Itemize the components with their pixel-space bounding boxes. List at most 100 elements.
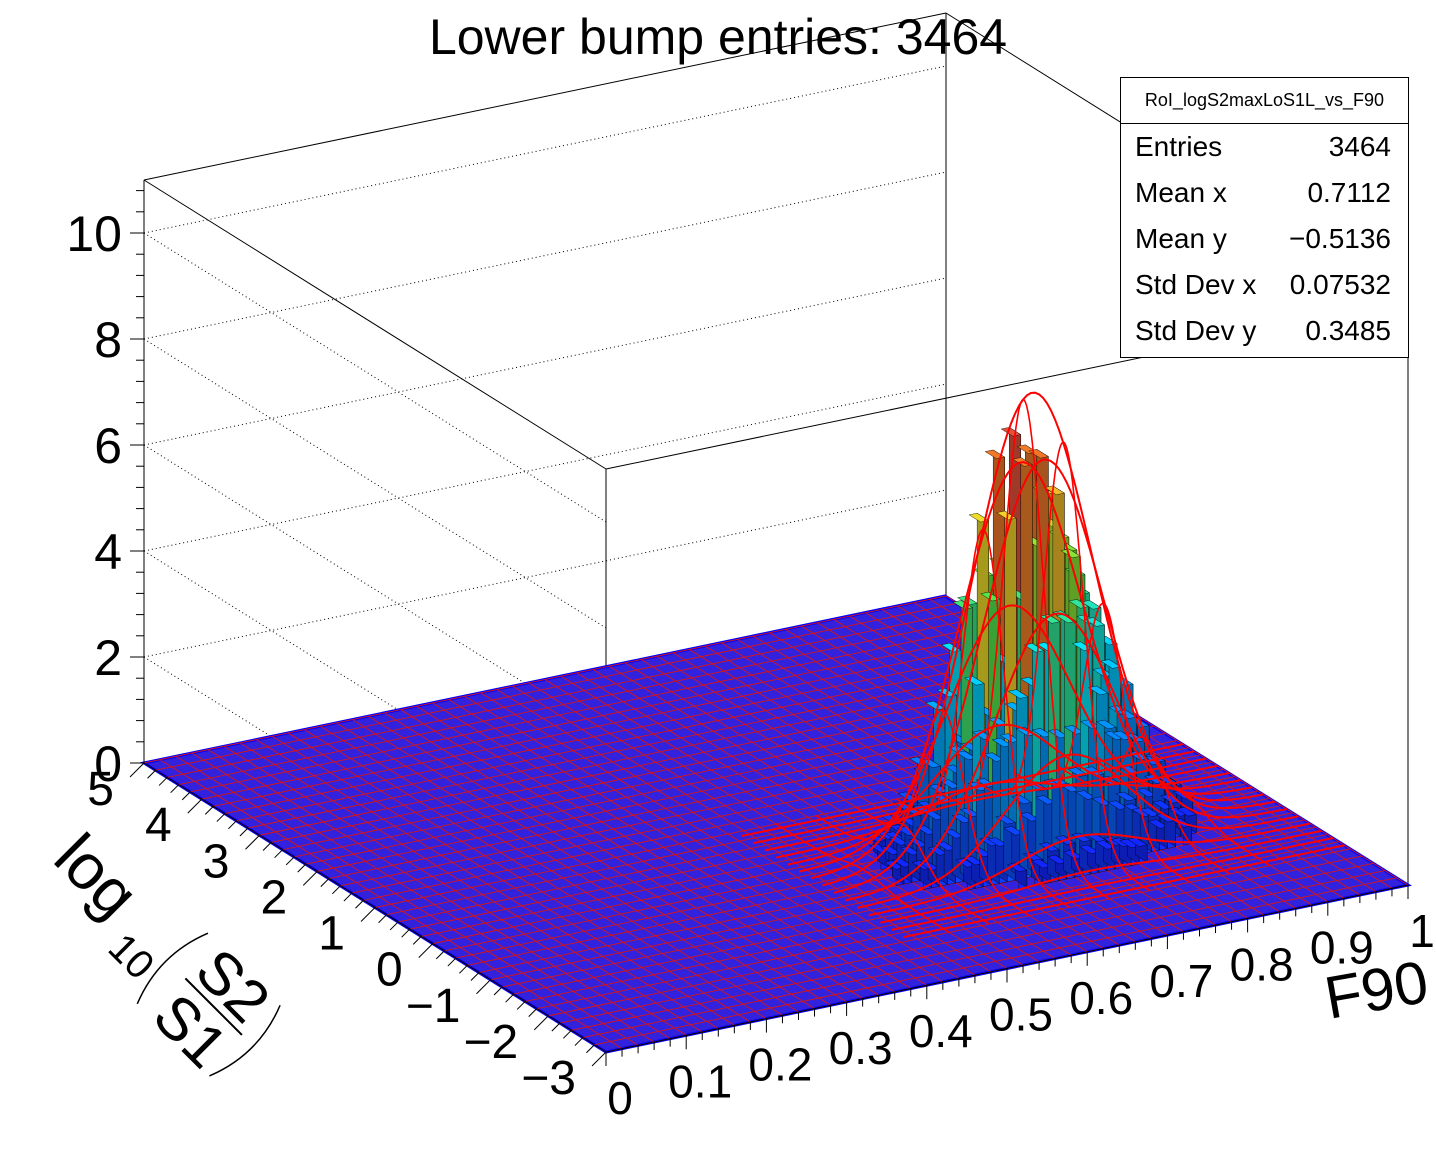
y-tick xyxy=(447,957,457,967)
floor-grid-line xyxy=(594,877,1397,1046)
y-tick xyxy=(389,921,399,931)
stats-value: 0.07532 xyxy=(1289,269,1391,300)
y-tick xyxy=(239,827,249,837)
stats-row: Mean x 0.7112 xyxy=(1121,170,1408,216)
stats-row: Entries 3464 xyxy=(1121,124,1408,170)
fit-curve xyxy=(810,461,1253,880)
y-tick-label: 5 xyxy=(87,763,114,816)
fit-curve xyxy=(775,823,950,934)
floor-grid-line xyxy=(224,646,1027,815)
floor-grid-line xyxy=(571,862,1374,1031)
fit-curve xyxy=(764,757,1207,852)
z-grid-line xyxy=(143,338,607,629)
histogram-bar-top xyxy=(1100,659,1122,669)
z-tick-label: 4 xyxy=(94,524,122,580)
floor-grid-line xyxy=(190,624,993,793)
x-tick-label: 0.4 xyxy=(909,1005,973,1057)
z-grid-line xyxy=(143,444,607,735)
y-tick xyxy=(574,1037,584,1046)
z-tick-label: 6 xyxy=(94,418,122,474)
y-tick xyxy=(435,950,445,960)
y-tick xyxy=(470,972,480,981)
stats-row: Mean y −0.5136 xyxy=(1121,216,1408,262)
y-tick xyxy=(331,885,341,895)
floor-grid-line xyxy=(213,638,1016,807)
y-tick-label: 0 xyxy=(376,944,403,997)
fit-curve xyxy=(976,441,1151,892)
z-tick-label: 10 xyxy=(66,206,122,262)
box-edge xyxy=(143,12,947,181)
stats-label: Mean y xyxy=(1135,223,1227,254)
y-tick xyxy=(320,878,330,887)
fit-curve xyxy=(1056,735,1231,875)
y-tick xyxy=(147,769,156,779)
x-tick-label: 0.5 xyxy=(989,989,1053,1041)
y-tick xyxy=(533,1015,549,1031)
histogram-bar-top xyxy=(1023,643,1045,653)
x-axis: 0 0.1 0.2 0.3 0.4 0.5 0.6 0.7 0.8 0.9 1 xyxy=(605,884,1435,1124)
y-tick xyxy=(297,863,307,873)
floor-grid-line xyxy=(167,610,970,778)
y-tick xyxy=(378,914,387,924)
y-tick-label: 1 xyxy=(318,908,345,961)
floor-grid-line xyxy=(143,595,947,764)
y-tick xyxy=(418,943,434,958)
floor-grid-line xyxy=(559,855,1362,1024)
y-tick xyxy=(528,1008,538,1018)
y-tick xyxy=(274,849,283,859)
y-tick xyxy=(586,1044,595,1054)
y-tick xyxy=(505,993,514,1003)
fit-curve xyxy=(868,822,1310,917)
y-tick xyxy=(158,777,168,786)
stats-label: Mean x xyxy=(1135,177,1227,208)
floor-grid-line xyxy=(178,617,981,786)
stats-row: Std Dev y 0.3485 xyxy=(1121,308,1408,354)
z-tick-label: 2 xyxy=(94,630,122,686)
histogram-bar-top xyxy=(968,512,990,523)
fit-curve xyxy=(752,750,1195,845)
x-tick-label: 0.2 xyxy=(748,1039,812,1091)
box-edge xyxy=(143,179,607,470)
histogram-bar-top xyxy=(1060,548,1081,559)
floor-grid-line xyxy=(259,667,1062,836)
histogram-bar-top xyxy=(1000,427,1022,437)
x-tick-label: 0.8 xyxy=(1230,938,1294,990)
floor-grid-line xyxy=(155,602,958,771)
z-grid-line xyxy=(143,171,947,340)
x-tick-label: 0 xyxy=(607,1072,633,1124)
floor-grid-line xyxy=(236,653,1039,822)
fit-function-mesh xyxy=(741,391,1345,939)
histogram-bar-top xyxy=(1095,719,1117,730)
y-tick xyxy=(181,791,191,801)
y-tick xyxy=(343,892,353,902)
x-tick-label: 0.7 xyxy=(1149,955,1213,1007)
y-tick xyxy=(551,1022,561,1032)
y-tick xyxy=(245,834,260,850)
stats-label: Entries xyxy=(1135,131,1223,162)
fit-curve xyxy=(833,458,1276,894)
z-grid-line xyxy=(143,489,947,658)
y-tick xyxy=(360,907,376,922)
z-grid-lines xyxy=(143,65,947,947)
y-tick xyxy=(228,820,237,830)
stats-row: Std Dev x 0.07532 xyxy=(1121,262,1408,308)
stats-value: 0.7112 xyxy=(1307,177,1391,208)
x-tick-label: 1 xyxy=(1409,905,1435,957)
fit-curve xyxy=(1096,756,1271,867)
stats-value: 0.3485 xyxy=(1305,315,1391,346)
y-tick xyxy=(170,784,180,794)
stats-label: Std Dev x xyxy=(1135,269,1257,300)
z-grid-line xyxy=(143,65,947,234)
y-tick xyxy=(516,1001,526,1010)
y-tick xyxy=(204,805,214,815)
histogram-bar-top xyxy=(1176,807,1197,817)
y-tick xyxy=(493,986,503,996)
fit-curve xyxy=(1016,602,1191,883)
y-tick xyxy=(262,842,272,851)
histogram-bar-top xyxy=(1087,685,1109,696)
svg-text:10: 10 xyxy=(100,925,163,988)
y-tick-label: 2 xyxy=(261,871,288,924)
y-tick xyxy=(476,979,491,995)
